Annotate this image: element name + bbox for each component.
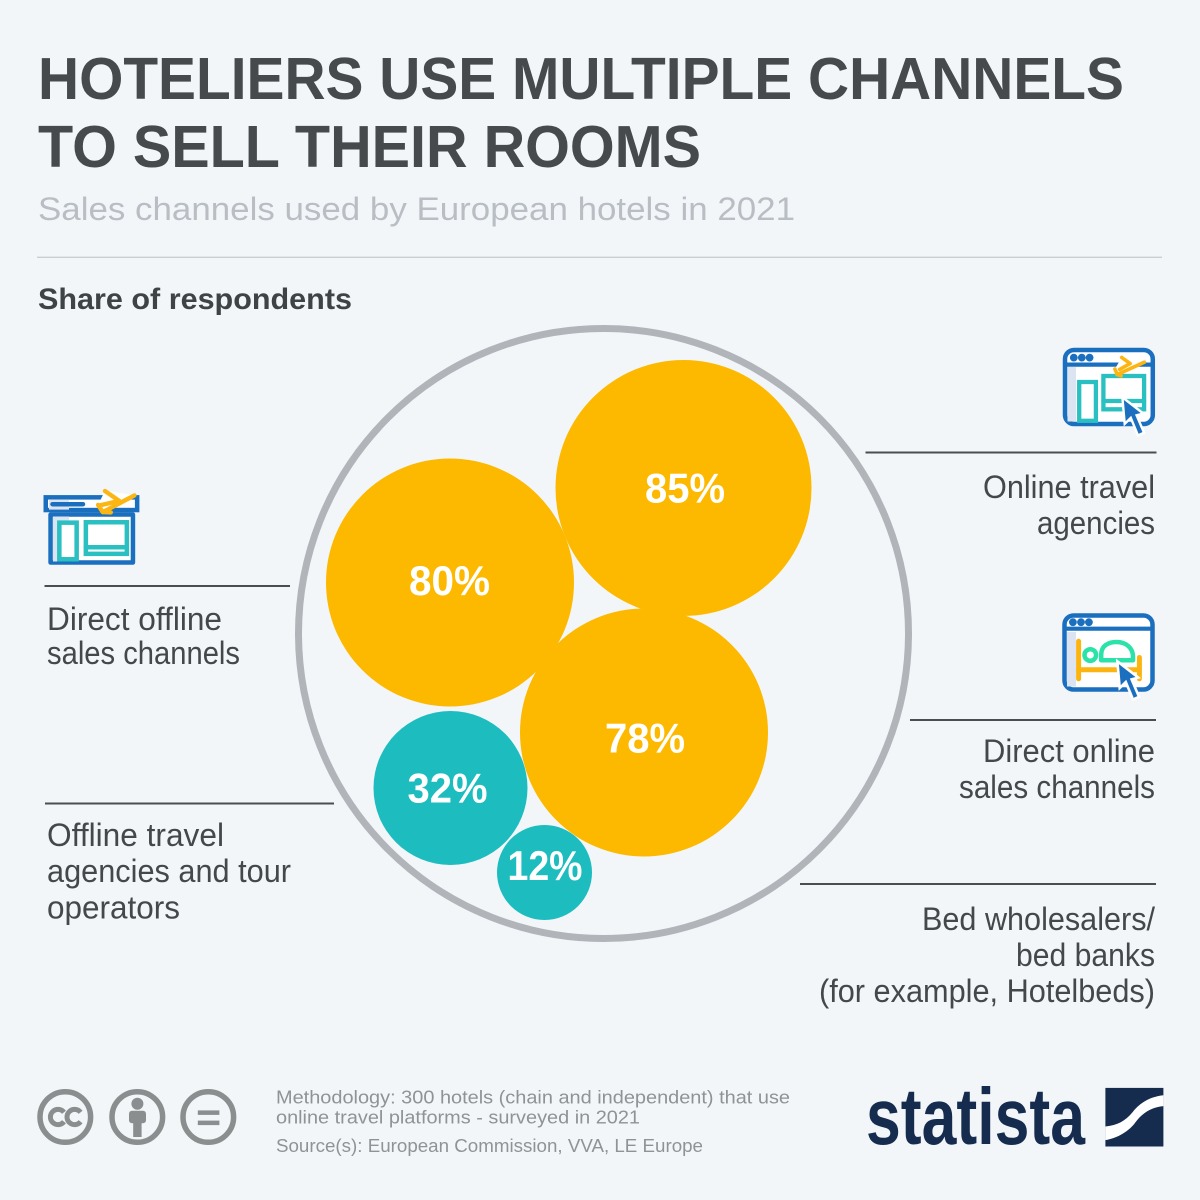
svg-text:TO SELL THEIR ROOMS: TO SELL THEIR ROOMS xyxy=(38,114,701,180)
svg-text:operators: operators xyxy=(47,890,180,926)
svg-text:Bed wholesalers/: Bed wholesalers/ xyxy=(922,901,1155,937)
svg-text:Sales channels used by Europea: Sales channels used by European hotels i… xyxy=(38,191,795,227)
svg-text:agencies and tour: agencies and tour xyxy=(47,853,291,889)
svg-text:32%: 32% xyxy=(408,765,488,812)
svg-text:Offline travel: Offline travel xyxy=(47,817,224,853)
svg-text:12%: 12% xyxy=(508,842,583,889)
svg-text:statista: statista xyxy=(866,1072,1085,1161)
svg-text:online travel platforms - surv: online travel platforms - surveyed in 20… xyxy=(276,1108,640,1128)
svg-text:85%: 85% xyxy=(645,465,725,512)
svg-text:sales channels: sales channels xyxy=(47,635,240,671)
svg-text:Methodology: 300 hotels (chain: Methodology: 300 hotels (chain and indep… xyxy=(276,1088,790,1108)
svg-text:bed banks: bed banks xyxy=(1016,937,1155,973)
svg-text:sales channels: sales channels xyxy=(959,769,1155,805)
svg-text:78%: 78% xyxy=(605,715,685,762)
svg-text:Online travel: Online travel xyxy=(983,469,1155,505)
svg-text:Share of respondents: Share of respondents xyxy=(38,283,352,316)
svg-text:HOTELIERS USE MULTIPLE CHANNEL: HOTELIERS USE MULTIPLE CHANNELS xyxy=(38,46,1124,112)
svg-text:agencies: agencies xyxy=(1037,505,1155,541)
svg-text:Source(s): European Commission: Source(s): European Commission, VVA, LE … xyxy=(276,1136,703,1156)
svg-text:Direct online: Direct online xyxy=(983,733,1155,769)
svg-text:Direct offline: Direct offline xyxy=(47,601,222,637)
svg-text:80%: 80% xyxy=(409,557,490,604)
svg-text:(for example, Hotelbeds): (for example, Hotelbeds) xyxy=(819,973,1155,1009)
